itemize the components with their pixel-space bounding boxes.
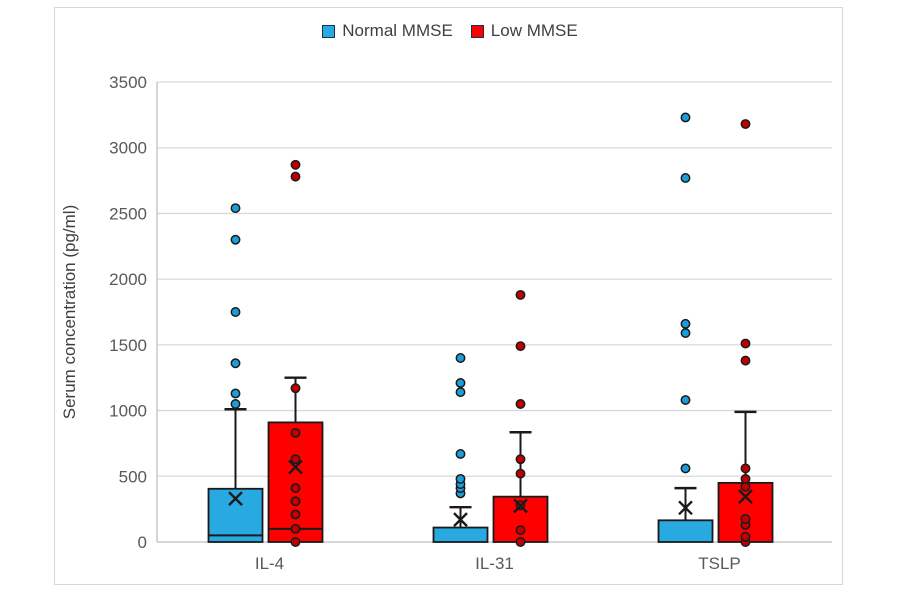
data-point: [230, 307, 241, 317]
data-point: [230, 203, 241, 214]
data-point: [740, 119, 751, 130]
box-normal-mmse-tslp: [657, 519, 714, 543]
data-point: [740, 338, 751, 349]
legend-item-low-mmse: Low MMSE: [470, 21, 578, 41]
box-normal-mmse-il-31: [432, 526, 489, 543]
data-point: [740, 463, 751, 474]
x-category-label: TSLP: [698, 554, 741, 573]
data-point: [455, 448, 466, 459]
mean-x-marker: [678, 500, 693, 516]
data-point: [515, 537, 526, 547]
mean-x-marker: [288, 459, 303, 475]
legend-label-low-mmse: Low MMSE: [490, 21, 578, 40]
data-point: [680, 395, 691, 406]
y-tick-label: 2000: [109, 270, 147, 289]
y-tick-label: 1500: [109, 336, 147, 355]
mean-x-marker: [513, 498, 528, 514]
legend-label-normal-mmse: Normal MMSE: [342, 21, 453, 40]
data-point: [515, 341, 526, 352]
data-point: [680, 112, 691, 123]
x-category-label: IL-31: [475, 554, 514, 573]
data-point: [230, 234, 241, 245]
y-tick-label: 2500: [109, 204, 147, 223]
y-tick-label: 1000: [109, 402, 147, 421]
data-point: [230, 358, 241, 369]
data-point: [290, 537, 301, 547]
chart-legend: Normal MMSE Low MMSE: [0, 21, 900, 41]
data-point: [680, 172, 691, 183]
data-point: [230, 399, 241, 409]
mean-x-marker: [738, 489, 753, 505]
data-point: [455, 473, 466, 484]
data-point: [290, 523, 301, 534]
data-point: [515, 454, 526, 465]
data-point: [290, 496, 301, 507]
data-point: [515, 289, 526, 300]
data-point: [455, 387, 466, 398]
data-point: [515, 525, 526, 536]
data-point: [290, 483, 301, 494]
data-point: [740, 473, 751, 484]
box-normal-mmse-il-4: [207, 487, 264, 543]
legend-swatch-red: [470, 24, 484, 38]
data-point: [455, 378, 466, 388]
data-point: [290, 509, 301, 520]
data-point: [515, 468, 526, 479]
data-point: [680, 463, 691, 474]
legend-item-normal-mmse: Normal MMSE: [322, 21, 453, 41]
legend-swatch-blue: [322, 24, 336, 38]
data-point: [740, 514, 751, 524]
y-tick-label: 3500: [109, 73, 147, 92]
data-point: [680, 318, 691, 329]
data-point: [740, 531, 751, 542]
data-point: [290, 159, 301, 170]
data-point: [680, 328, 691, 338]
y-tick-label: 0: [138, 533, 147, 552]
data-point: [290, 171, 301, 182]
data-point: [515, 399, 526, 409]
data-point: [455, 353, 466, 363]
data-point: [230, 388, 241, 399]
data-point: [740, 355, 751, 366]
y-tick-label: 500: [119, 467, 147, 486]
y-axis-title: Serum concentration (pg/ml): [60, 205, 79, 419]
data-point: [290, 427, 301, 438]
x-category-label: IL-4: [255, 554, 284, 573]
data-point: [290, 454, 301, 465]
chart-outer-frame: [54, 7, 843, 585]
mean-x-marker: [453, 512, 468, 528]
y-tick-label: 3000: [109, 139, 147, 158]
mean-x-marker: [228, 491, 243, 506]
data-point: [290, 383, 301, 394]
